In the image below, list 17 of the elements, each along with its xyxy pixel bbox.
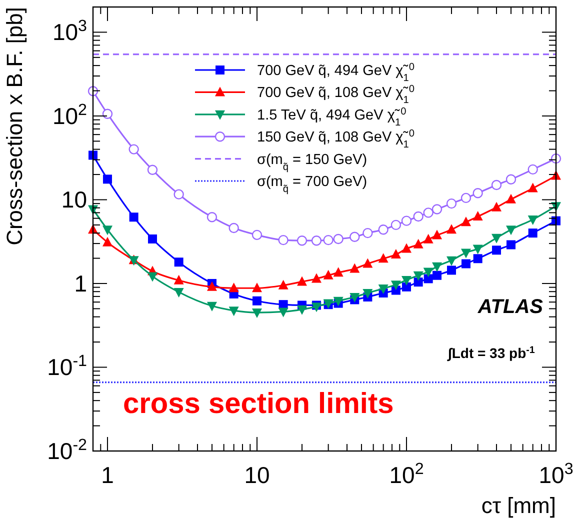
y-tick-label: 1 xyxy=(74,270,87,296)
legend-label: σ(m$_{q̃}$ = 700 GeV) xyxy=(257,174,368,194)
x-tick-label: 10 xyxy=(244,462,270,488)
y-tick-label: 10$^{2}$ xyxy=(52,100,88,129)
y-tick-label: 10$^{3}$ xyxy=(52,17,88,46)
annotation: cross section limits xyxy=(123,388,394,420)
y-tick-label: 10 xyxy=(61,186,87,213)
y-axis-title: Cross-section x B.F. [pb] xyxy=(2,7,27,246)
x-tick-label: 10$^{3}$ xyxy=(538,460,574,488)
annotation: ∫Ldt = 33 pb$^{-1}$ xyxy=(447,344,536,362)
y-tick-label: 10$^{-2}$ xyxy=(47,436,88,464)
x-tick-label: 1 xyxy=(101,462,114,488)
legend-label: σ(m$_{q̃}$ = 150 GeV) xyxy=(257,152,368,172)
annotation: ATLAS xyxy=(476,296,544,318)
y-tick-label: 10$^{-1}$ xyxy=(47,352,88,380)
x-axis-title: cτ [mm] xyxy=(481,493,556,518)
x-tick-label: 10$^{2}$ xyxy=(389,460,424,488)
